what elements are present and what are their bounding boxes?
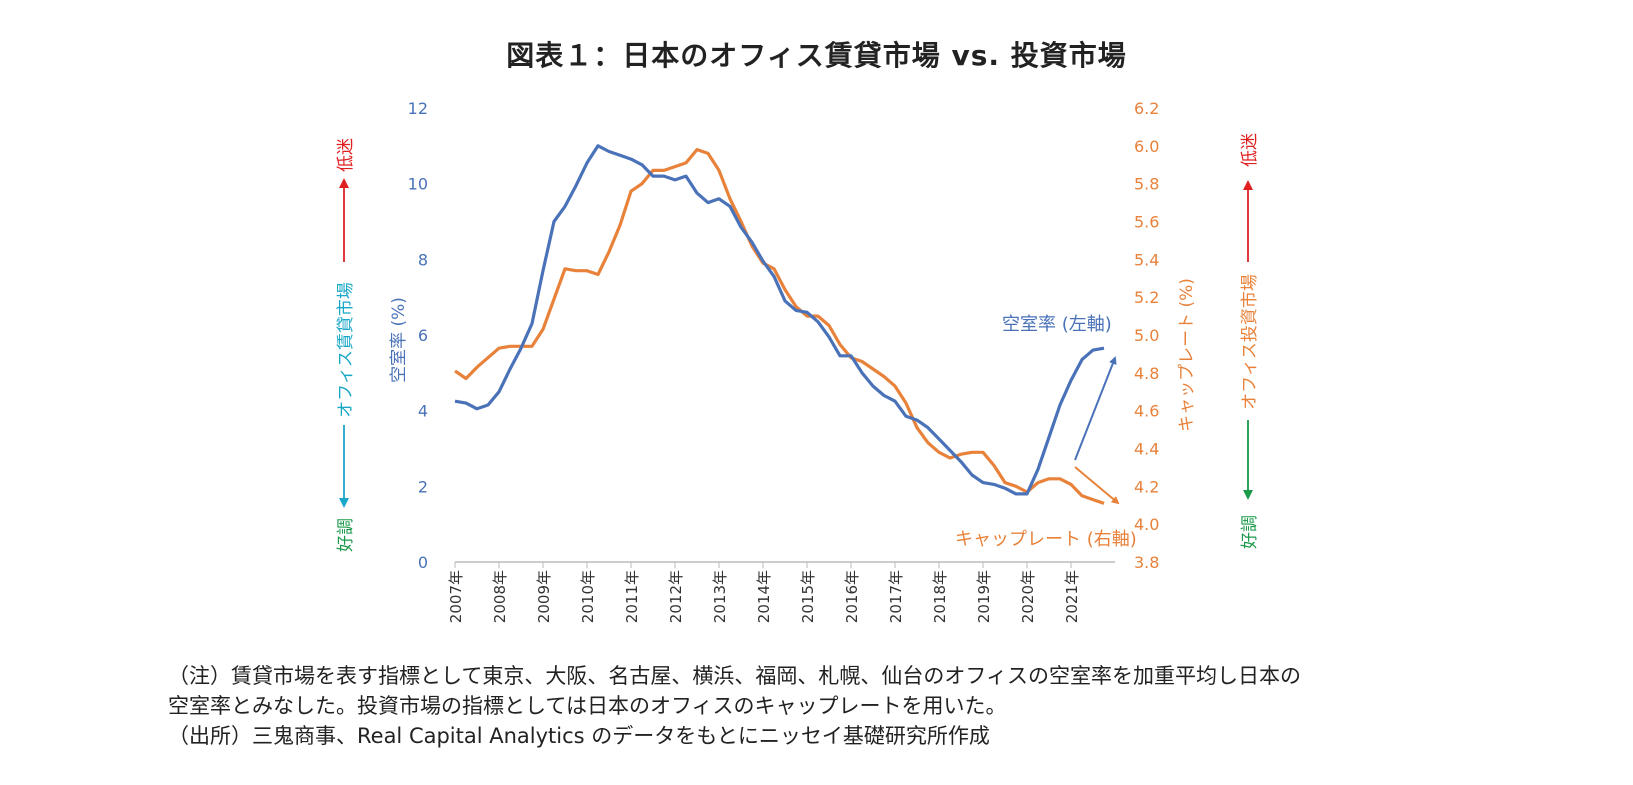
x-tick-label: 2021年 [1063,570,1081,623]
x-tick-label: 2019年 [975,570,993,623]
right-strong-label: 好調 [1240,515,1260,549]
y-right-tick-label: 6.2 [1134,99,1159,118]
x-tick-label: 2011年 [623,570,641,623]
y-left-axis-title: 空室率 (%) [389,297,409,383]
y-left-tick-label: 12 [408,99,428,118]
y-right-axis-title: キャップレート (%) [1177,278,1197,432]
left-strong-label: 好調 [336,518,356,552]
y-left-tick-label: 4 [418,402,428,421]
x-tick-label: 2020年 [1019,570,1037,623]
y-right-tick-label: 5.6 [1134,213,1159,232]
x-tick-label: 2016年 [843,570,861,623]
vacancy-series-label: 空室率 (左軸) [1002,314,1112,335]
y-left-tick-label: 8 [418,250,428,269]
left-up-arrow-head [339,178,349,188]
footnote-source: （出所）三鬼商事、Real Capital Analytics のデータをもとに… [168,724,990,748]
right-weak-label: 低迷 [1240,133,1260,167]
x-tick-label: 2012年 [667,570,685,623]
x-tick-label: 2009年 [535,570,553,623]
vacancy-trend-arrow [1074,356,1117,461]
y-right-axis-ticks: 3.8 4.0 4.2 4.4 4.6 4.8 5.0 5.2 5.4 5.6 5.8 6.0 6.2 [1134,99,1159,572]
footnote-line-2: 空室率とみなした。投資市場の指標としては日本のオフィスのキャップレートを用いた。 [168,694,1007,718]
x-tick-label: 2010年 [579,570,597,623]
x-tick-label: 2018年 [931,570,949,623]
y-right-tick-label: 4.4 [1134,440,1159,459]
y-left-tick-label: 0 [418,553,428,572]
y-left-tick-label: 2 [418,477,428,496]
x-tick-label: 2017年 [887,570,905,623]
y-right-tick-label: 4.0 [1134,515,1159,534]
y-left-tick-label: 6 [418,326,428,345]
right-down-arrow-head [1243,490,1253,500]
x-tick-label: 2007年 [447,570,465,623]
y-right-tick-label: 3.8 [1134,553,1159,572]
caprate-trend-arrow [1074,466,1120,505]
footnote-line-1: （注）賃貸市場を表す指標として東京、大阪、名古屋、横浜、福岡、札幌、仙台のオフィ… [168,664,1301,688]
right-up-arrow-head [1243,180,1253,190]
left-market-label: オフィス賃貸市場 [336,282,356,418]
x-tick-label: 2013年 [711,570,729,623]
y-right-tick-label: 4.6 [1134,402,1159,421]
y-right-tick-label: 5.8 [1134,175,1159,194]
y-right-tick-label: 6.0 [1134,137,1159,156]
x-tick-label: 2014年 [755,570,773,623]
left-down-arrow-head [339,498,349,508]
caprate-series-label: キャップレート (右軸) [955,529,1137,550]
x-axis-ticks: 2007年 2008年 2009年 2010年 2011年 2012年 2013年 2014年… [447,562,1081,623]
y-right-tick-label: 5.0 [1134,326,1159,345]
y-left-tick-label: 10 [408,175,428,194]
y-right-tick-label: 5.4 [1134,250,1159,269]
y-right-tick-label: 5.2 [1134,288,1159,307]
x-tick-label: 2015年 [799,570,817,623]
right-market-label: オフィス投資市場 [1240,274,1260,410]
chart-title: 図表１：日本のオフィス賃貸市場 vs. 投資市場 [506,39,1127,72]
y-right-tick-label: 4.2 [1134,477,1159,496]
chart-canvas: 2007年 2008年 2009年 2010年 2011年 2012年 2013年 2014年… [336,99,1260,623]
y-left-axis-ticks: 0 2 4 6 8 10 12 [408,99,428,572]
y-right-tick-label: 4.8 [1134,364,1159,383]
series-line-vacancy [454,144,1105,496]
left-weak-label: 低迷 [336,138,356,172]
series-line-caprate [454,148,1105,505]
x-tick-label: 2008年 [491,570,509,623]
